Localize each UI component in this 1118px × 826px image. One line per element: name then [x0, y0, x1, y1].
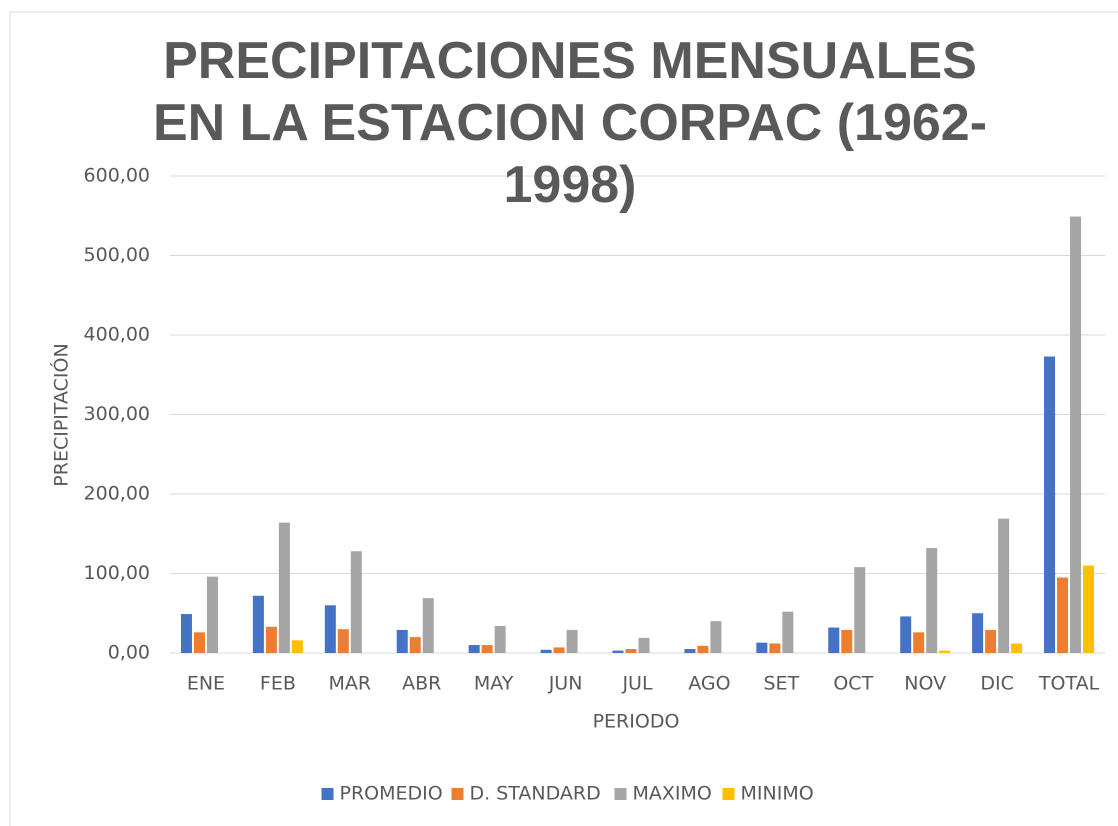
bar	[422, 598, 434, 653]
bar	[540, 649, 552, 653]
bar	[1057, 577, 1069, 653]
bar	[396, 629, 408, 653]
bar	[756, 642, 768, 653]
x-tick-label: ABR	[402, 673, 441, 695]
y-tick-label: 100,00	[84, 562, 150, 584]
x-tick-label: TOTAL	[1038, 673, 1100, 695]
bar	[769, 643, 781, 653]
bar	[206, 576, 218, 653]
y-axis-label: PRECIPITACIÓN	[49, 343, 73, 486]
bar	[782, 611, 794, 653]
y-tick-label: 500,00	[84, 244, 150, 266]
bar	[566, 629, 578, 653]
bar	[841, 629, 853, 653]
bar	[1083, 565, 1095, 653]
x-tick-label: MAR	[329, 673, 372, 695]
bar	[985, 629, 997, 653]
bar	[1044, 356, 1056, 653]
legend-swatch	[722, 788, 735, 800]
x-tick-label: FEB	[260, 673, 296, 695]
y-tick-label: 300,00	[84, 403, 150, 425]
y-tick-label: 200,00	[84, 483, 150, 505]
y-tick-label: 0,00	[108, 642, 150, 664]
x-tick-label: ENE	[187, 673, 225, 695]
bar	[193, 632, 205, 653]
bar	[684, 649, 696, 653]
x-tick-label: AGO	[688, 673, 730, 695]
bar	[337, 629, 349, 653]
bar	[468, 645, 480, 653]
bar	[828, 627, 840, 653]
legend-swatch	[321, 788, 334, 800]
bar	[939, 650, 951, 653]
x-tick-label: OCT	[833, 673, 873, 695]
bar	[494, 625, 506, 653]
bar	[1011, 643, 1023, 653]
bar	[854, 567, 866, 653]
bar	[324, 605, 336, 653]
x-tick-label: MAY	[474, 673, 514, 695]
chart-border	[9, 11, 1118, 826]
bar	[710, 621, 722, 653]
bar	[278, 522, 290, 653]
x-tick-label: SET	[764, 673, 800, 695]
legend-label: D. STANDARD	[470, 783, 601, 805]
bar	[180, 614, 192, 653]
x-tick-label: NOV	[904, 673, 946, 695]
bar	[481, 645, 493, 653]
bar	[697, 645, 709, 653]
y-tick-label: 600,00	[84, 165, 150, 187]
bar	[409, 637, 421, 653]
legend-label: PROMEDIO	[340, 783, 443, 805]
chart-title: PRECIPITACIONES MENSUALES EN LA ESTACION…	[152, 32, 988, 214]
legend-label: MINIMO	[741, 783, 814, 805]
bar	[926, 548, 938, 653]
bar	[1070, 216, 1082, 654]
bar	[625, 649, 637, 653]
bar	[972, 613, 984, 653]
x-tick-label: DIC	[980, 673, 1014, 695]
x-axis-label: PERIODO	[593, 711, 680, 733]
bar	[265, 626, 277, 653]
bar	[998, 518, 1010, 653]
y-tick-label: 400,00	[84, 324, 150, 346]
bar	[612, 650, 624, 653]
legend-swatch	[451, 788, 464, 800]
bar	[913, 632, 925, 653]
x-tick-label: JUN	[548, 673, 583, 695]
bar	[638, 637, 650, 653]
x-tick-label: JUL	[621, 673, 653, 695]
legend-swatch	[614, 788, 627, 800]
bar	[350, 551, 362, 653]
bar	[252, 595, 264, 653]
bar	[291, 640, 303, 653]
bar	[553, 647, 565, 653]
legend-label: MAXIMO	[633, 783, 712, 805]
bar	[900, 616, 912, 653]
